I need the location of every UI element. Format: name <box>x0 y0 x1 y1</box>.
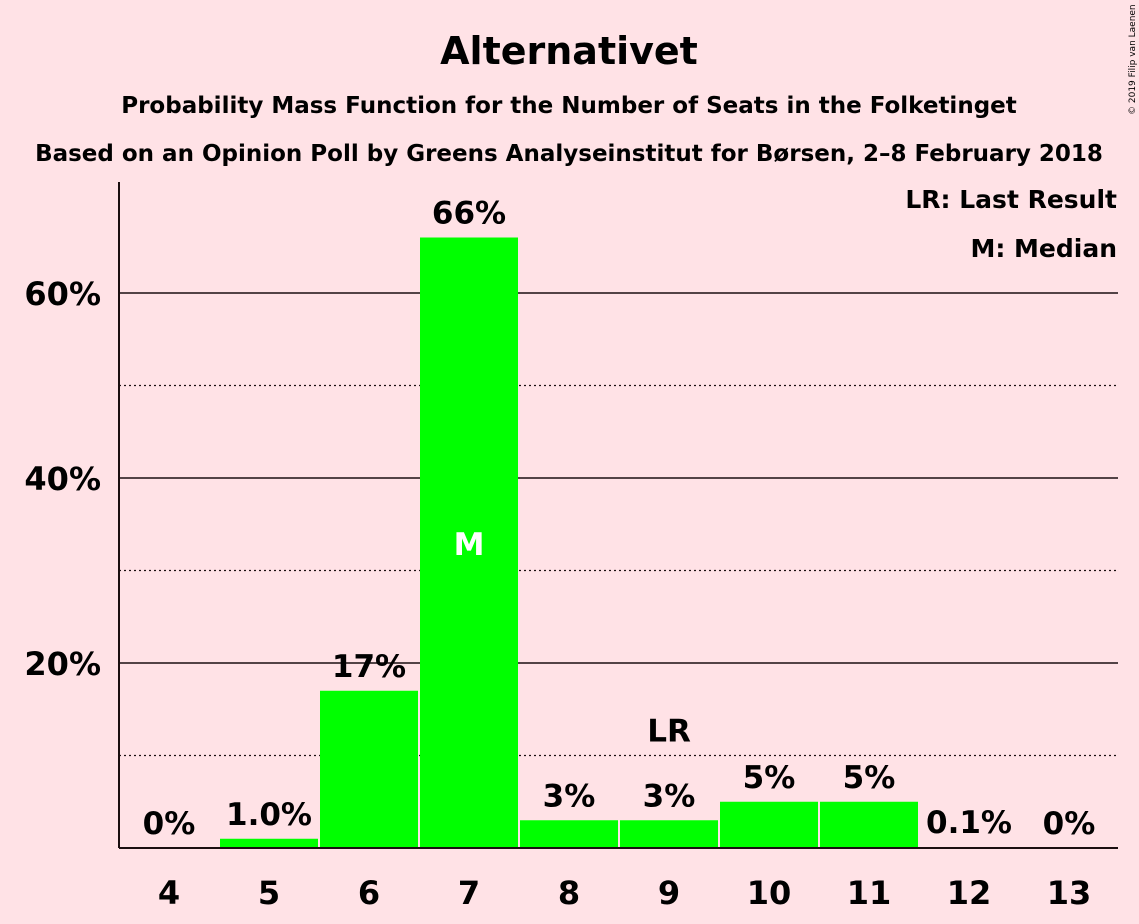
data-labels: 0% 1.0% 17% 66% M 3% 3% LR 5% 5% 0.1% 0% <box>143 196 1096 843</box>
bar <box>420 237 518 848</box>
copyright-note: © 2019 Filip van Laenen <box>1128 4 1138 115</box>
y-tick-label: 20% <box>24 645 101 683</box>
median-marker: M <box>454 527 485 563</box>
data-label: 3% <box>643 778 696 814</box>
data-label: 1.0% <box>226 797 312 833</box>
gridlines <box>119 292 1118 757</box>
x-tick-label: 11 <box>847 874 892 912</box>
data-label: 3% <box>543 778 596 814</box>
data-label: 0% <box>1043 806 1096 842</box>
chart-source: Based on an Opinion Poll by Greens Analy… <box>35 141 1103 167</box>
axes: 20% 40% 60% 4 5 6 7 8 9 10 11 12 13 <box>24 182 1118 912</box>
legend-median: M: Median <box>970 234 1117 263</box>
legend-last-result: LR: Last Result <box>905 185 1117 214</box>
bar <box>220 838 318 848</box>
data-label: 66% <box>432 196 506 232</box>
x-tick-label: 9 <box>658 874 680 912</box>
bar <box>520 820 618 848</box>
y-tick-label: 60% <box>24 275 101 313</box>
data-label: 5% <box>843 760 896 796</box>
bar <box>820 801 918 848</box>
last-result-marker: LR <box>647 713 691 749</box>
y-tick-label: 40% <box>24 460 101 498</box>
x-tick-label: 10 <box>747 874 792 912</box>
x-tick-label: 4 <box>158 874 180 912</box>
chart-title: Alternativet <box>440 29 698 73</box>
x-tick-label: 5 <box>258 874 280 912</box>
data-label: 0% <box>143 806 196 842</box>
x-tick-label: 13 <box>1047 874 1092 912</box>
bar <box>320 690 418 848</box>
chart-subtitle: Probability Mass Function for the Number… <box>121 93 1017 119</box>
x-tick-label: 8 <box>558 874 580 912</box>
x-tick-label: 6 <box>358 874 380 912</box>
data-label: 0.1% <box>926 805 1012 841</box>
x-tick-label: 12 <box>947 874 992 912</box>
data-label: 17% <box>332 649 406 685</box>
bars <box>220 237 1018 848</box>
data-label: 5% <box>743 760 796 796</box>
bar <box>720 801 818 848</box>
bar <box>620 820 718 848</box>
x-tick-label: 7 <box>458 874 480 912</box>
